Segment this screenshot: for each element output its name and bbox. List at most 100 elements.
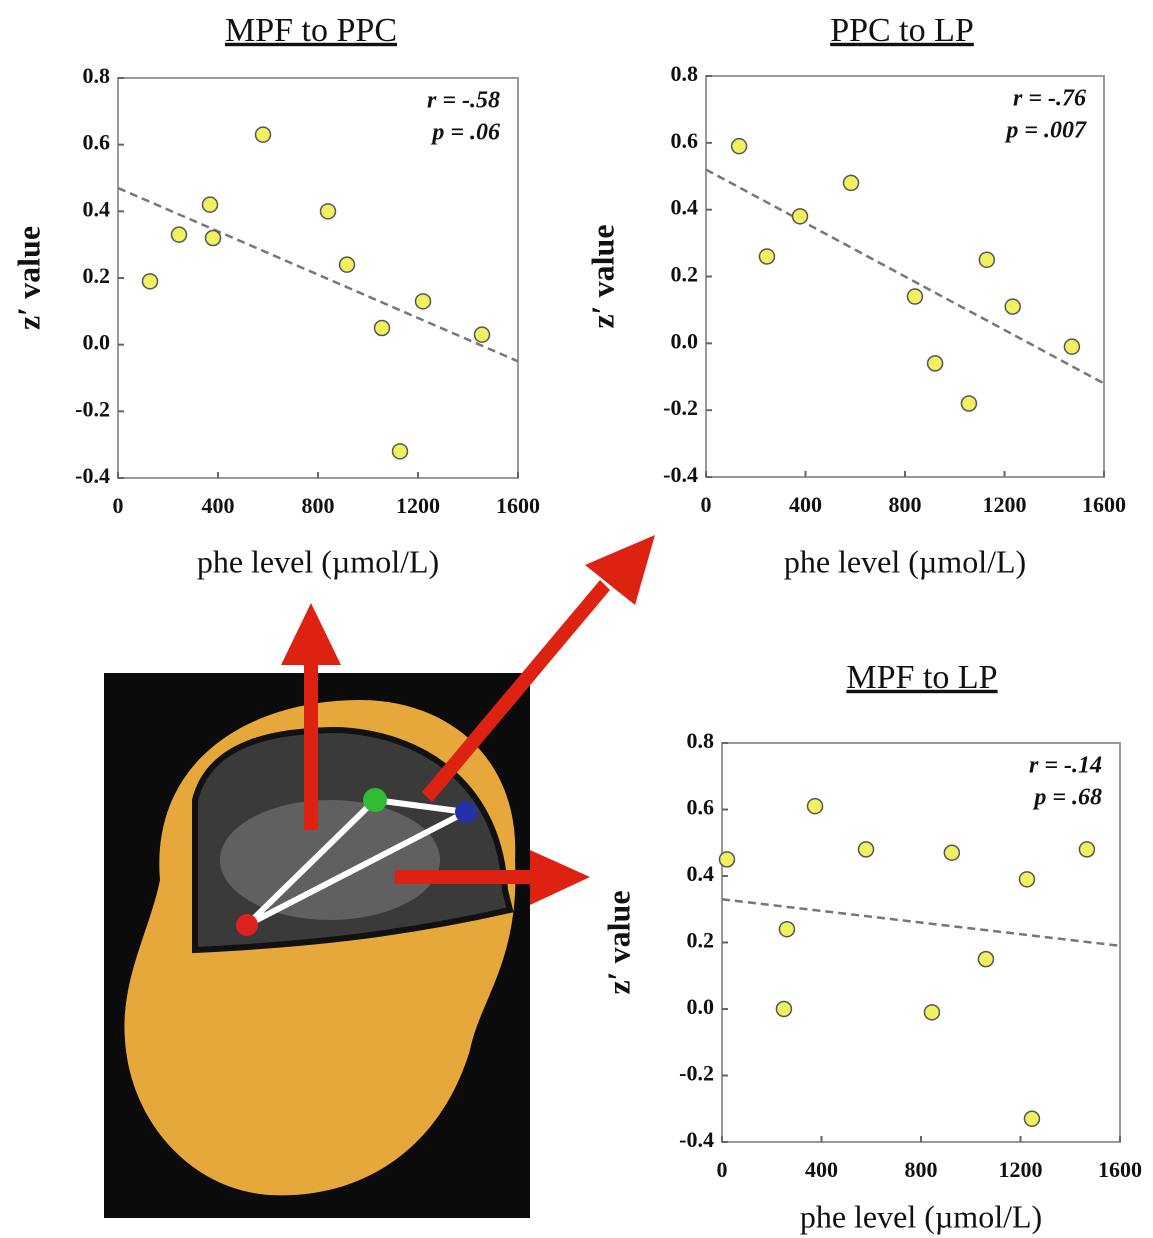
point bbox=[254, 126, 272, 143]
y-axis-label: z′ value bbox=[10, 226, 46, 330]
connection bbox=[244, 797, 378, 928]
arrow-shaft bbox=[304, 660, 318, 830]
y-tick-label: 0.4 bbox=[671, 195, 699, 220]
point bbox=[1078, 841, 1096, 858]
y-tick-label: -0.2 bbox=[679, 1061, 714, 1086]
point bbox=[775, 1000, 793, 1018]
point bbox=[473, 326, 491, 343]
trendline bbox=[117, 186, 519, 363]
y-tick-label: 0.6 bbox=[687, 795, 715, 820]
point bbox=[718, 851, 736, 868]
point bbox=[857, 841, 875, 858]
y-tick-label: 0.0 bbox=[687, 994, 715, 1019]
point bbox=[1023, 1110, 1041, 1127]
connection bbox=[374, 797, 467, 815]
trendline bbox=[721, 898, 1121, 948]
y-tick-label: 0.0 bbox=[671, 328, 699, 353]
x-tick-label: 800 bbox=[302, 493, 335, 518]
point bbox=[204, 229, 222, 247]
annotation: r = -.14 bbox=[1029, 753, 1102, 779]
y-axis-label: z′ value bbox=[600, 890, 636, 994]
x-tick-label: 1200 bbox=[396, 493, 440, 518]
point bbox=[1063, 338, 1081, 355]
y-tick-label: -0.2 bbox=[663, 395, 698, 420]
point bbox=[806, 797, 824, 815]
x-tick-label: 400 bbox=[789, 492, 822, 517]
point bbox=[338, 256, 356, 273]
y-tick-label: 0.6 bbox=[671, 128, 699, 153]
y-tick-label: -0.4 bbox=[75, 463, 110, 488]
annotation: r = -.58 bbox=[427, 88, 500, 114]
annotation: p = .68 bbox=[1032, 785, 1102, 811]
trendline bbox=[705, 168, 1105, 385]
point bbox=[391, 443, 409, 460]
y-tick-label: 0.4 bbox=[83, 196, 111, 221]
point bbox=[978, 251, 996, 269]
y-tick-label: 0.2 bbox=[687, 928, 715, 953]
y-tick-label: 0.8 bbox=[83, 63, 111, 88]
point bbox=[791, 208, 809, 225]
point bbox=[758, 248, 776, 265]
chart-title: MPF to PPC bbox=[225, 12, 397, 49]
arrows bbox=[281, 535, 655, 905]
chart-title: MPF to LP bbox=[846, 659, 997, 696]
point bbox=[373, 319, 391, 337]
x-tick-label: 1600 bbox=[496, 493, 540, 518]
point bbox=[960, 395, 978, 412]
point bbox=[906, 288, 924, 305]
y-tick-label: -0.2 bbox=[75, 396, 110, 421]
point bbox=[923, 1004, 941, 1021]
node-lp bbox=[455, 801, 477, 823]
annotation: p = .06 bbox=[430, 120, 500, 146]
x-tick-label: 800 bbox=[889, 492, 922, 517]
point bbox=[319, 203, 337, 220]
x-axis-label: phe level (µmol/L) bbox=[800, 1198, 1042, 1234]
arrow-head bbox=[585, 535, 655, 605]
point bbox=[730, 137, 748, 155]
x-tick-label: 1600 bbox=[1098, 1157, 1142, 1182]
point bbox=[778, 920, 796, 938]
point bbox=[1018, 871, 1036, 888]
x-tick-label: 1600 bbox=[1082, 492, 1126, 517]
brain-tissue bbox=[220, 800, 440, 920]
node-ppc bbox=[363, 788, 387, 812]
point bbox=[943, 844, 961, 861]
annotation: r = -.76 bbox=[1013, 86, 1086, 112]
point bbox=[1004, 298, 1021, 315]
y-tick-label: 0.4 bbox=[687, 861, 715, 886]
x-tick-label: 400 bbox=[805, 1157, 838, 1182]
x-tick-label: 400 bbox=[202, 493, 235, 518]
point bbox=[926, 355, 944, 372]
x-axis-label: phe level (µmol/L) bbox=[784, 543, 1026, 579]
x-tick-label: 0 bbox=[717, 1157, 728, 1182]
annotation: p = .007 bbox=[1004, 118, 1087, 144]
y-tick-label: 0.0 bbox=[83, 330, 111, 355]
y-tick-label: 0.2 bbox=[83, 263, 111, 288]
y-tick-label: 0.8 bbox=[671, 61, 699, 86]
node-mpf bbox=[236, 914, 258, 936]
x-tick-label: 1200 bbox=[999, 1157, 1043, 1182]
x-tick-label: 0 bbox=[113, 493, 124, 518]
y-tick-label: 0.2 bbox=[671, 262, 699, 287]
y-axis-label: z′ value bbox=[584, 224, 620, 328]
point bbox=[141, 273, 159, 290]
arrow-shaft bbox=[395, 870, 535, 884]
y-tick-label: 0.8 bbox=[687, 728, 715, 753]
y-tick-label: -0.4 bbox=[679, 1127, 714, 1152]
arrow-shaft bbox=[422, 580, 610, 802]
point bbox=[170, 226, 188, 243]
point bbox=[414, 293, 432, 310]
y-tick-label: -0.4 bbox=[663, 462, 698, 487]
point bbox=[977, 950, 995, 968]
arrow-head bbox=[530, 850, 590, 905]
x-axis-label: phe level (µmol/L) bbox=[197, 543, 439, 579]
chart-title: PPC to LP bbox=[830, 12, 974, 49]
arrow-head bbox=[281, 603, 341, 665]
y-tick-label: 0.6 bbox=[83, 130, 111, 155]
connection bbox=[245, 809, 468, 928]
point bbox=[201, 196, 219, 213]
point bbox=[842, 174, 860, 192]
x-tick-label: 800 bbox=[905, 1157, 938, 1182]
x-tick-label: 0 bbox=[701, 492, 712, 517]
